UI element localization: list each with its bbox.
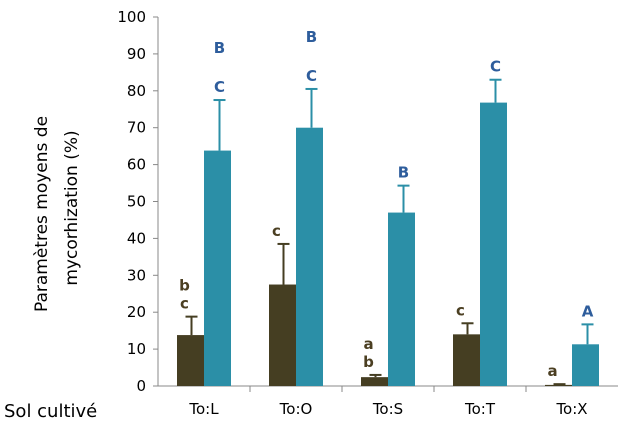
significance-letter: b — [363, 353, 374, 371]
bar — [388, 212, 415, 386]
y-tick-label: 90 — [127, 45, 146, 63]
bar — [480, 102, 507, 386]
significance-letter: C — [306, 67, 317, 85]
significance-letter: C — [490, 58, 501, 76]
y-tick-label: 50 — [127, 193, 146, 211]
significance-letter: c — [180, 295, 189, 313]
significance-letter: B — [398, 164, 409, 182]
y-axis-label-line-1: Paramètres moyens de — [32, 116, 52, 312]
y-tick-label: 10 — [127, 340, 146, 358]
y-tick-label: 0 — [136, 377, 146, 395]
bar — [453, 334, 480, 386]
bar — [296, 127, 323, 386]
x-tick-label: To:T — [464, 400, 496, 418]
significance-letter: c — [272, 222, 281, 240]
bar — [361, 377, 388, 386]
y-tick-label: 100 — [117, 8, 146, 26]
x-tick-label: To:L — [188, 400, 219, 418]
significance-letter: a — [547, 362, 557, 380]
y-tick-label: 30 — [127, 266, 146, 284]
bars — [177, 78, 599, 386]
significance-letter: B — [306, 28, 317, 46]
y-tick-label: 20 — [127, 303, 146, 321]
x-tick-label: To:S — [372, 400, 403, 418]
bar — [545, 384, 572, 386]
y-tick-label: 80 — [127, 82, 146, 100]
footer-caption: Sol cultivé — [4, 401, 98, 422]
x-tick-label: To:X — [555, 400, 587, 418]
bar — [572, 344, 599, 386]
y-tick-label: 60 — [127, 156, 146, 174]
y-tick-label: 70 — [127, 119, 146, 137]
significance-letter: B — [214, 39, 225, 57]
y-axis-label-line-2: mycorhization (%) — [62, 130, 82, 285]
significance-letter: c — [456, 301, 465, 319]
bar — [204, 150, 231, 386]
x-axis: To:L To:O To:S To:T To:X — [158, 385, 618, 418]
significance-letter: a — [363, 335, 373, 353]
y-tick-label: 40 — [127, 229, 146, 247]
significance-letter: A — [582, 302, 594, 320]
x-tick-label: To:O — [279, 400, 313, 418]
significance-letter: b — [179, 277, 190, 295]
bar — [269, 284, 296, 386]
significance-letter: C — [214, 78, 225, 96]
y-axis: 0 10 20 30 40 50 60 70 80 90 100 — [117, 8, 159, 395]
bar — [177, 335, 204, 386]
